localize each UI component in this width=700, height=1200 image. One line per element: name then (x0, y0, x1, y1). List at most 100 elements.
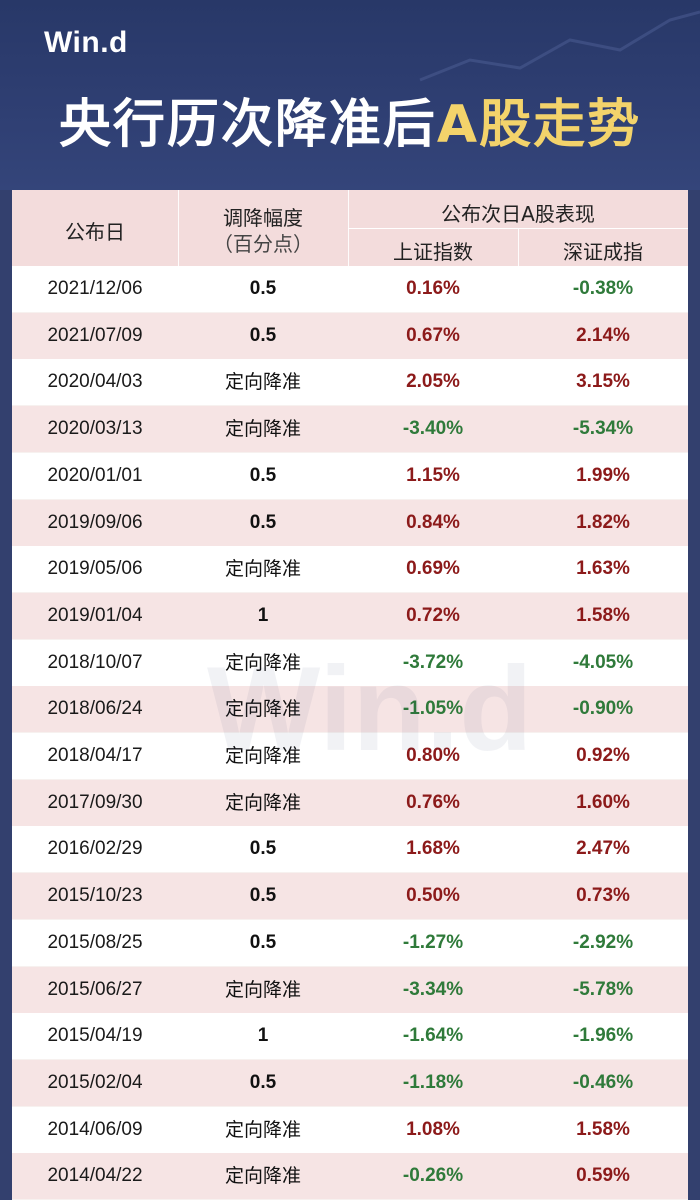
table-row: 2017/09/30 定向降准 0.76% 1.60% (12, 779, 688, 826)
table-row: 2021/12/06 0.5 0.16% -0.38% (12, 266, 688, 312)
cell-date: 2015/06/27 (47, 978, 143, 1000)
table-row: 2014/06/09 定向降准 1.08% 1.58% (12, 1106, 688, 1153)
cell-sz: -4.05% (572, 651, 634, 673)
header-sh: 上证指数 (393, 240, 473, 264)
cell-sz: -5.78% (572, 978, 634, 1000)
cell-sh: 0.50% (406, 885, 460, 907)
cell-date: 2016/02/29 (47, 838, 143, 860)
cell-sz: -2.92% (572, 931, 634, 953)
cell-date: 2020/01/01 (47, 464, 143, 486)
table-row: 2018/04/17 定向降准 0.80% 0.92% (12, 733, 688, 779)
table-row: 2020/03/13 定向降准 -3.40% -5.34% (12, 406, 688, 453)
header-date: 公布日 (65, 220, 125, 244)
cell-date: 2021/07/09 (47, 324, 143, 346)
cell-date: 2015/02/04 (47, 1071, 143, 1093)
cell-cut: 定向降准 (224, 698, 301, 721)
table-row: 2015/08/25 0.5 -1.27% -2.92% (12, 919, 688, 966)
wind-logo: Win.d (44, 26, 128, 59)
cell-cut: 定向降准 (224, 745, 301, 767)
cell-sz: 3.15% (576, 371, 630, 393)
cell-sh: -3.34% (402, 978, 464, 1000)
cell-sz: 1.63% (576, 558, 630, 580)
title-highlight: A股走势 (436, 95, 642, 155)
cell-cut: 定向降准 (224, 558, 301, 581)
cell-sh: 0.76% (406, 791, 460, 813)
cell-cut: 定向降准 (224, 1118, 301, 1141)
cell-sh: 0.72% (406, 604, 460, 626)
cell-cut: 0.5 (249, 324, 277, 346)
cell-cut: 定向降准 (224, 371, 301, 394)
page-title: 央行历次降准后A股走势 (0, 82, 700, 157)
cell-date: 2020/04/03 (47, 371, 143, 393)
cell-sz: 2.14% (576, 324, 630, 346)
cell-date: 2015/04/19 (47, 1025, 143, 1047)
cell-cut: 定向降准 (224, 651, 301, 674)
cell-date: 2020/03/13 (47, 418, 143, 440)
table-row: 2016/02/29 0.5 1.68% 2.47% (12, 826, 688, 873)
cell-date: 2018/06/24 (47, 698, 143, 720)
table-row: 2020/04/03 定向降准 2.05% 3.15% (12, 359, 688, 406)
cell-sh: -3.40% (402, 418, 464, 440)
cell-sh: 1.08% (406, 1118, 460, 1140)
cell-cut: 定向降准 (224, 791, 301, 814)
cell-date: 2021/12/06 (47, 278, 143, 299)
header-sz: 深证成指 (563, 240, 643, 264)
table-header: 公布日 调降幅度 （百分点） 公布次日A股表现 上证指数 深证成指 (12, 190, 688, 266)
cell-cut: 1 (257, 604, 269, 626)
table-row: 2014/04/22 定向降准 -0.26% 0.59% (12, 1153, 688, 1200)
cell-cut: 定向降准 (224, 1165, 301, 1188)
header-divider (348, 228, 688, 229)
right-border (688, 190, 700, 1200)
table-row: 2018/10/07 定向降准 -3.72% -4.05% (12, 639, 688, 686)
left-border (0, 190, 12, 1200)
rrr-cut-table: 公布日 调降幅度 （百分点） 公布次日A股表现 上证指数 深证成指 2021/1… (12, 190, 688, 1200)
cell-cut: 0.5 (249, 838, 277, 860)
table-row: 2018/06/24 定向降准 -1.05% -0.90% (12, 686, 688, 733)
cell-sz: 0.59% (576, 1165, 630, 1187)
cell-sh: 1.15% (406, 464, 460, 486)
table-row: 2015/06/27 定向降准 -3.34% -5.78% (12, 966, 688, 1013)
cell-sz: 0.73% (576, 885, 630, 907)
cell-sh: -1.27% (402, 931, 464, 953)
cell-sh: -1.05% (402, 698, 464, 720)
cell-sh: 0.80% (406, 745, 460, 766)
cell-date: 2019/09/06 (47, 511, 143, 533)
cell-sz: 1.99% (576, 464, 630, 486)
cell-cut: 0.5 (249, 464, 277, 486)
cell-date: 2019/01/04 (47, 604, 143, 626)
cell-sz: -0.90% (572, 698, 634, 720)
header-group: 公布次日A股表现 (441, 202, 595, 226)
table-row: 2015/04/19 1 -1.64% -1.96% (12, 1013, 688, 1060)
cell-sh: 0.67% (406, 324, 460, 346)
cell-sz: 2.47% (576, 838, 630, 860)
cell-sz: -0.38% (572, 278, 634, 299)
cell-date: 2015/08/25 (47, 931, 143, 953)
table-row: 2019/09/06 0.5 0.84% 1.82% (12, 499, 688, 546)
cell-sh: -0.26% (402, 1165, 464, 1187)
cell-cut: 1 (257, 1025, 269, 1047)
cell-sh: 1.68% (406, 838, 460, 860)
cell-sh: -1.64% (402, 1025, 464, 1047)
cell-sz: 1.60% (576, 791, 630, 813)
cell-sh: 0.84% (406, 511, 460, 533)
cell-date: 2014/04/22 (47, 1165, 143, 1187)
trend-line-decoration (419, 10, 700, 82)
cell-sh: 2.05% (406, 371, 460, 393)
table-row: 2015/02/04 0.5 -1.18% -0.46% (12, 1059, 688, 1106)
cell-sz: -1.96% (572, 1025, 634, 1047)
cell-date: 2018/10/07 (47, 651, 143, 673)
cell-sz: 1.58% (576, 604, 630, 626)
cell-cut: 定向降准 (224, 978, 301, 1001)
cell-cut: 0.5 (249, 1071, 277, 1093)
cell-cut: 0.5 (249, 885, 277, 907)
header-banner: Win.d 央行历次降准后A股走势 (0, 0, 700, 190)
cell-sz: -5.34% (572, 418, 634, 440)
cell-sh: 0.16% (406, 278, 460, 299)
cell-cut: 0.5 (249, 278, 277, 299)
cell-date: 2019/05/06 (47, 558, 143, 580)
header-divider (178, 190, 179, 266)
cell-cut: 0.5 (249, 931, 277, 953)
table-row: 2019/01/04 1 0.72% 1.58% (12, 592, 688, 639)
table-row: 2015/10/23 0.5 0.50% 0.73% (12, 873, 688, 920)
